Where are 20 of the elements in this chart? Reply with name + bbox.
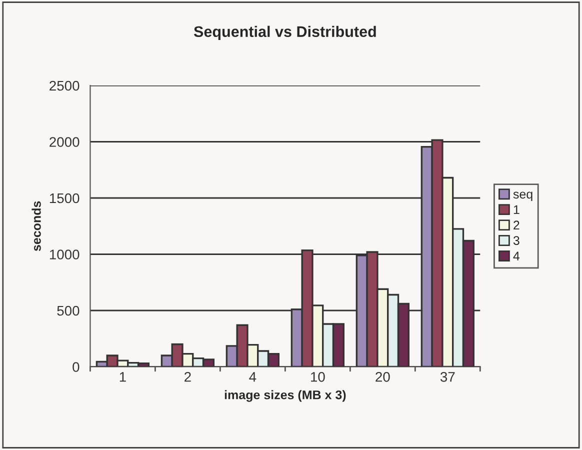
legend-label: seq	[513, 192, 532, 202]
y-tick-label: 500	[57, 306, 80, 316]
legend-label: 1	[514, 205, 520, 214]
y-tick-label: 2000	[50, 137, 80, 147]
y-tick-label: 0	[72, 362, 80, 372]
legend-label: 4	[513, 252, 520, 260]
legend-label: 2	[514, 220, 520, 230]
y-tick-label: 1000	[50, 250, 80, 260]
x-tick-label: 20	[376, 372, 390, 382]
x-tick-label: 10	[311, 372, 325, 382]
y-tick-label: 2500	[50, 80, 80, 91]
x-tick-label: 4	[249, 372, 256, 382]
y-axis-title: seconds	[32, 201, 41, 252]
x-axis-title: image sizes (MB x 3)	[224, 390, 346, 402]
x-tick-label: 1	[120, 372, 126, 382]
x-tick-label: 37	[440, 372, 455, 382]
legend-label: 3	[513, 236, 520, 245]
y-tick-label: 1500	[50, 193, 80, 204]
x-tick-label: 2	[184, 372, 191, 382]
chart-title: Sequential vs Distributed	[194, 26, 376, 40]
